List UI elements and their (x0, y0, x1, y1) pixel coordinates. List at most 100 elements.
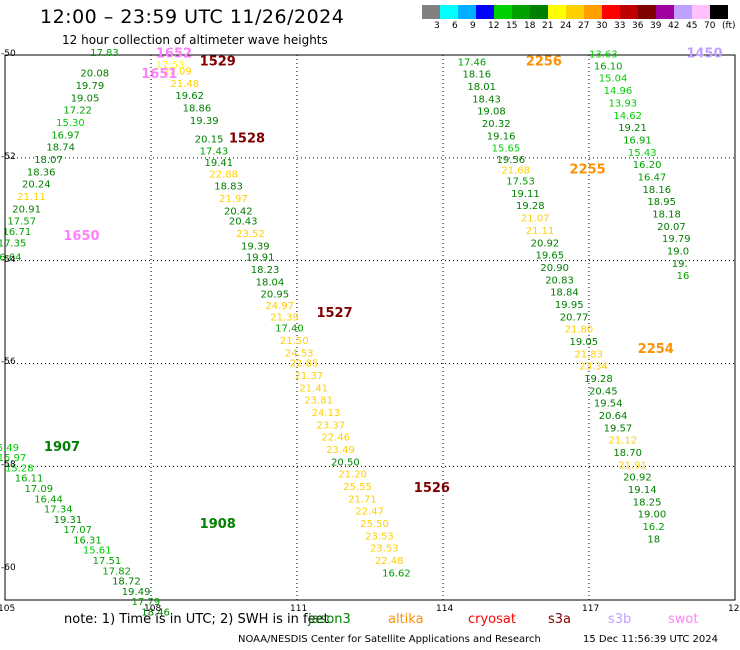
wave-height-value: 21.50 (280, 336, 309, 347)
wave-height-value: 18.04 (256, 277, 285, 288)
y-tick-label: -54 (1, 254, 16, 265)
wave-height-value: 15.43 (628, 148, 657, 159)
wave-height-value: 22.09 (163, 67, 192, 78)
wave-height-value: 13.93 (608, 98, 637, 109)
colorbar-label: 27 (578, 21, 590, 31)
wave-height-value: 22.85 (290, 359, 319, 370)
wave-height-value: 19.79 (662, 234, 691, 245)
wave-height-value: 19.0 (667, 246, 689, 257)
colorbar-swatch (530, 5, 548, 19)
wave-height-value: 15.97 (0, 453, 26, 464)
wave-height-value: 18.86 (183, 104, 212, 115)
wave-height-value: 19.39 (190, 116, 219, 127)
wave-height-value: 19.49 (122, 587, 151, 598)
wave-height-value: 17.51 (93, 556, 122, 567)
wave-height-value: 16.31 (73, 535, 102, 546)
credit-text: NOAA/NESDIS Center for Satellite Applica… (238, 634, 541, 645)
map-grid (4, 54, 736, 601)
wave-height-value: 23.53 (365, 531, 394, 542)
x-tick-label: 117 (582, 604, 600, 614)
legend-item-cryosat: cryosat (468, 612, 516, 627)
wave-height-value: 20.43 (229, 217, 258, 228)
wave-height-value: 24.53 (285, 348, 314, 359)
wave-height-value: 23.52 (236, 229, 265, 240)
wave-height-value: 19.05 (71, 93, 100, 104)
wave-height-value: 20.91 (12, 204, 41, 215)
wave-height-value: 20.92 (623, 473, 652, 484)
wave-height-value: 19.91 (246, 253, 275, 264)
legend-item-jason3: jason3 (308, 612, 351, 627)
wave-height-value: 19.00 (638, 510, 667, 521)
wave-height-value: 17.83 (90, 48, 119, 59)
wave-height-value: 19.62 (175, 91, 204, 102)
wave-height-value: 15.28 (5, 463, 34, 474)
wave-height-value: 15.04 (599, 74, 628, 85)
legend-item-s3b: s3b (608, 612, 632, 627)
pass-time-label: 1650 (63, 229, 99, 244)
wave-height-value: 20.77 (560, 312, 589, 323)
wave-height-value: 17.53 (156, 60, 185, 71)
wave-height-value: 17.82 (102, 566, 131, 577)
wave-height-value: 20.08 (80, 69, 109, 80)
colorbar-swatch (584, 5, 602, 19)
timestamp: 15 Dec 11:56:39 UTC 2024 (583, 634, 718, 645)
legend-item-s3a: s3a (548, 612, 572, 627)
colorbar-swatch (602, 5, 620, 19)
y-tick-label: -56 (1, 357, 16, 368)
pass-time-label: 1907 (44, 440, 80, 455)
wave-height-value: 16.97 (51, 130, 80, 141)
wave-height-value: 15.49 (0, 443, 19, 454)
wave-height-value: 16.11 (15, 474, 44, 485)
wave-height-value: 17.53 (506, 177, 535, 188)
wave-height-value: 19.08 (477, 107, 506, 118)
wave-height-value: 20.07 (657, 222, 686, 233)
colorbar-label: 42 (668, 21, 680, 31)
wave-height-value: 19.11 (511, 189, 540, 200)
wave-height-value: 21.41 (299, 383, 328, 394)
wave-height-value: 16.62 (382, 568, 411, 579)
colorbar-swatch (548, 5, 566, 19)
wave-height-value: 20.90 (540, 263, 569, 274)
y-tick-label: -52 (1, 151, 16, 162)
pass-labels: 1652 1651 1650 1529 1528 1527 1526 2256 2255 2254… (44, 47, 723, 532)
colorbar-label: 18 (524, 21, 536, 31)
x-tick-label: 120 (728, 604, 740, 614)
wave-height-value: 14.96 (604, 86, 633, 97)
wave-height-value: 19.95 (555, 300, 584, 311)
colorbar-label: 12 (488, 21, 500, 31)
x-tick-label: 114 (436, 604, 454, 614)
wave-height-value: 16 (677, 271, 690, 282)
wave-height-value: 19.21 (618, 123, 647, 134)
wave-height-value: 18.46 (141, 607, 170, 618)
pass-time-label: 1529 (200, 54, 236, 69)
note-text: note: 1) Time is in UTC; 2) SWH is in fe… (64, 612, 329, 627)
wave-height-value: 18.84 (550, 288, 579, 299)
wave-height-value: 21.37 (295, 371, 324, 382)
wave-height-value: 21.12 (608, 436, 637, 447)
wave-height-value: 18.07 (34, 155, 63, 166)
wave-height-value: 20.42 (224, 206, 253, 217)
wave-height-value: 19.56 (497, 155, 526, 166)
wave-height-value: 15.61 (83, 546, 112, 557)
colorbar-label: 6 (452, 21, 458, 31)
wave-height-value: 16.64 (0, 253, 21, 264)
wave-height-value: 20.64 (599, 411, 628, 422)
wave-height-value: 16.91 (623, 135, 652, 146)
colorbar-label: 36 (632, 21, 644, 31)
wave-height-value: 20.24 (22, 180, 51, 191)
wave-height-value: 19.65 (535, 251, 564, 262)
wave-height-value: 23.37 (316, 420, 345, 431)
wave-height-value: 23.34 (579, 362, 608, 373)
wave-height-value: 16.44 (34, 494, 63, 505)
wave-height-value: 19.41 (205, 158, 234, 169)
pass-time-label: 1652 (156, 47, 192, 62)
wave-height-value: 17.09 (24, 484, 53, 495)
wave-height-value: 18.23 (251, 265, 280, 276)
colorbar-label: 33 (614, 21, 626, 31)
wave-height-points: 17.8320.0819.7919.0517.2215.3016.9718.74… (0, 48, 691, 618)
colorbar-label: (ft) (722, 21, 736, 31)
wave-height-value: 21.97 (219, 194, 248, 205)
wave-height-value: 19.39 (241, 241, 270, 252)
colorbar-label: 45 (686, 21, 698, 31)
